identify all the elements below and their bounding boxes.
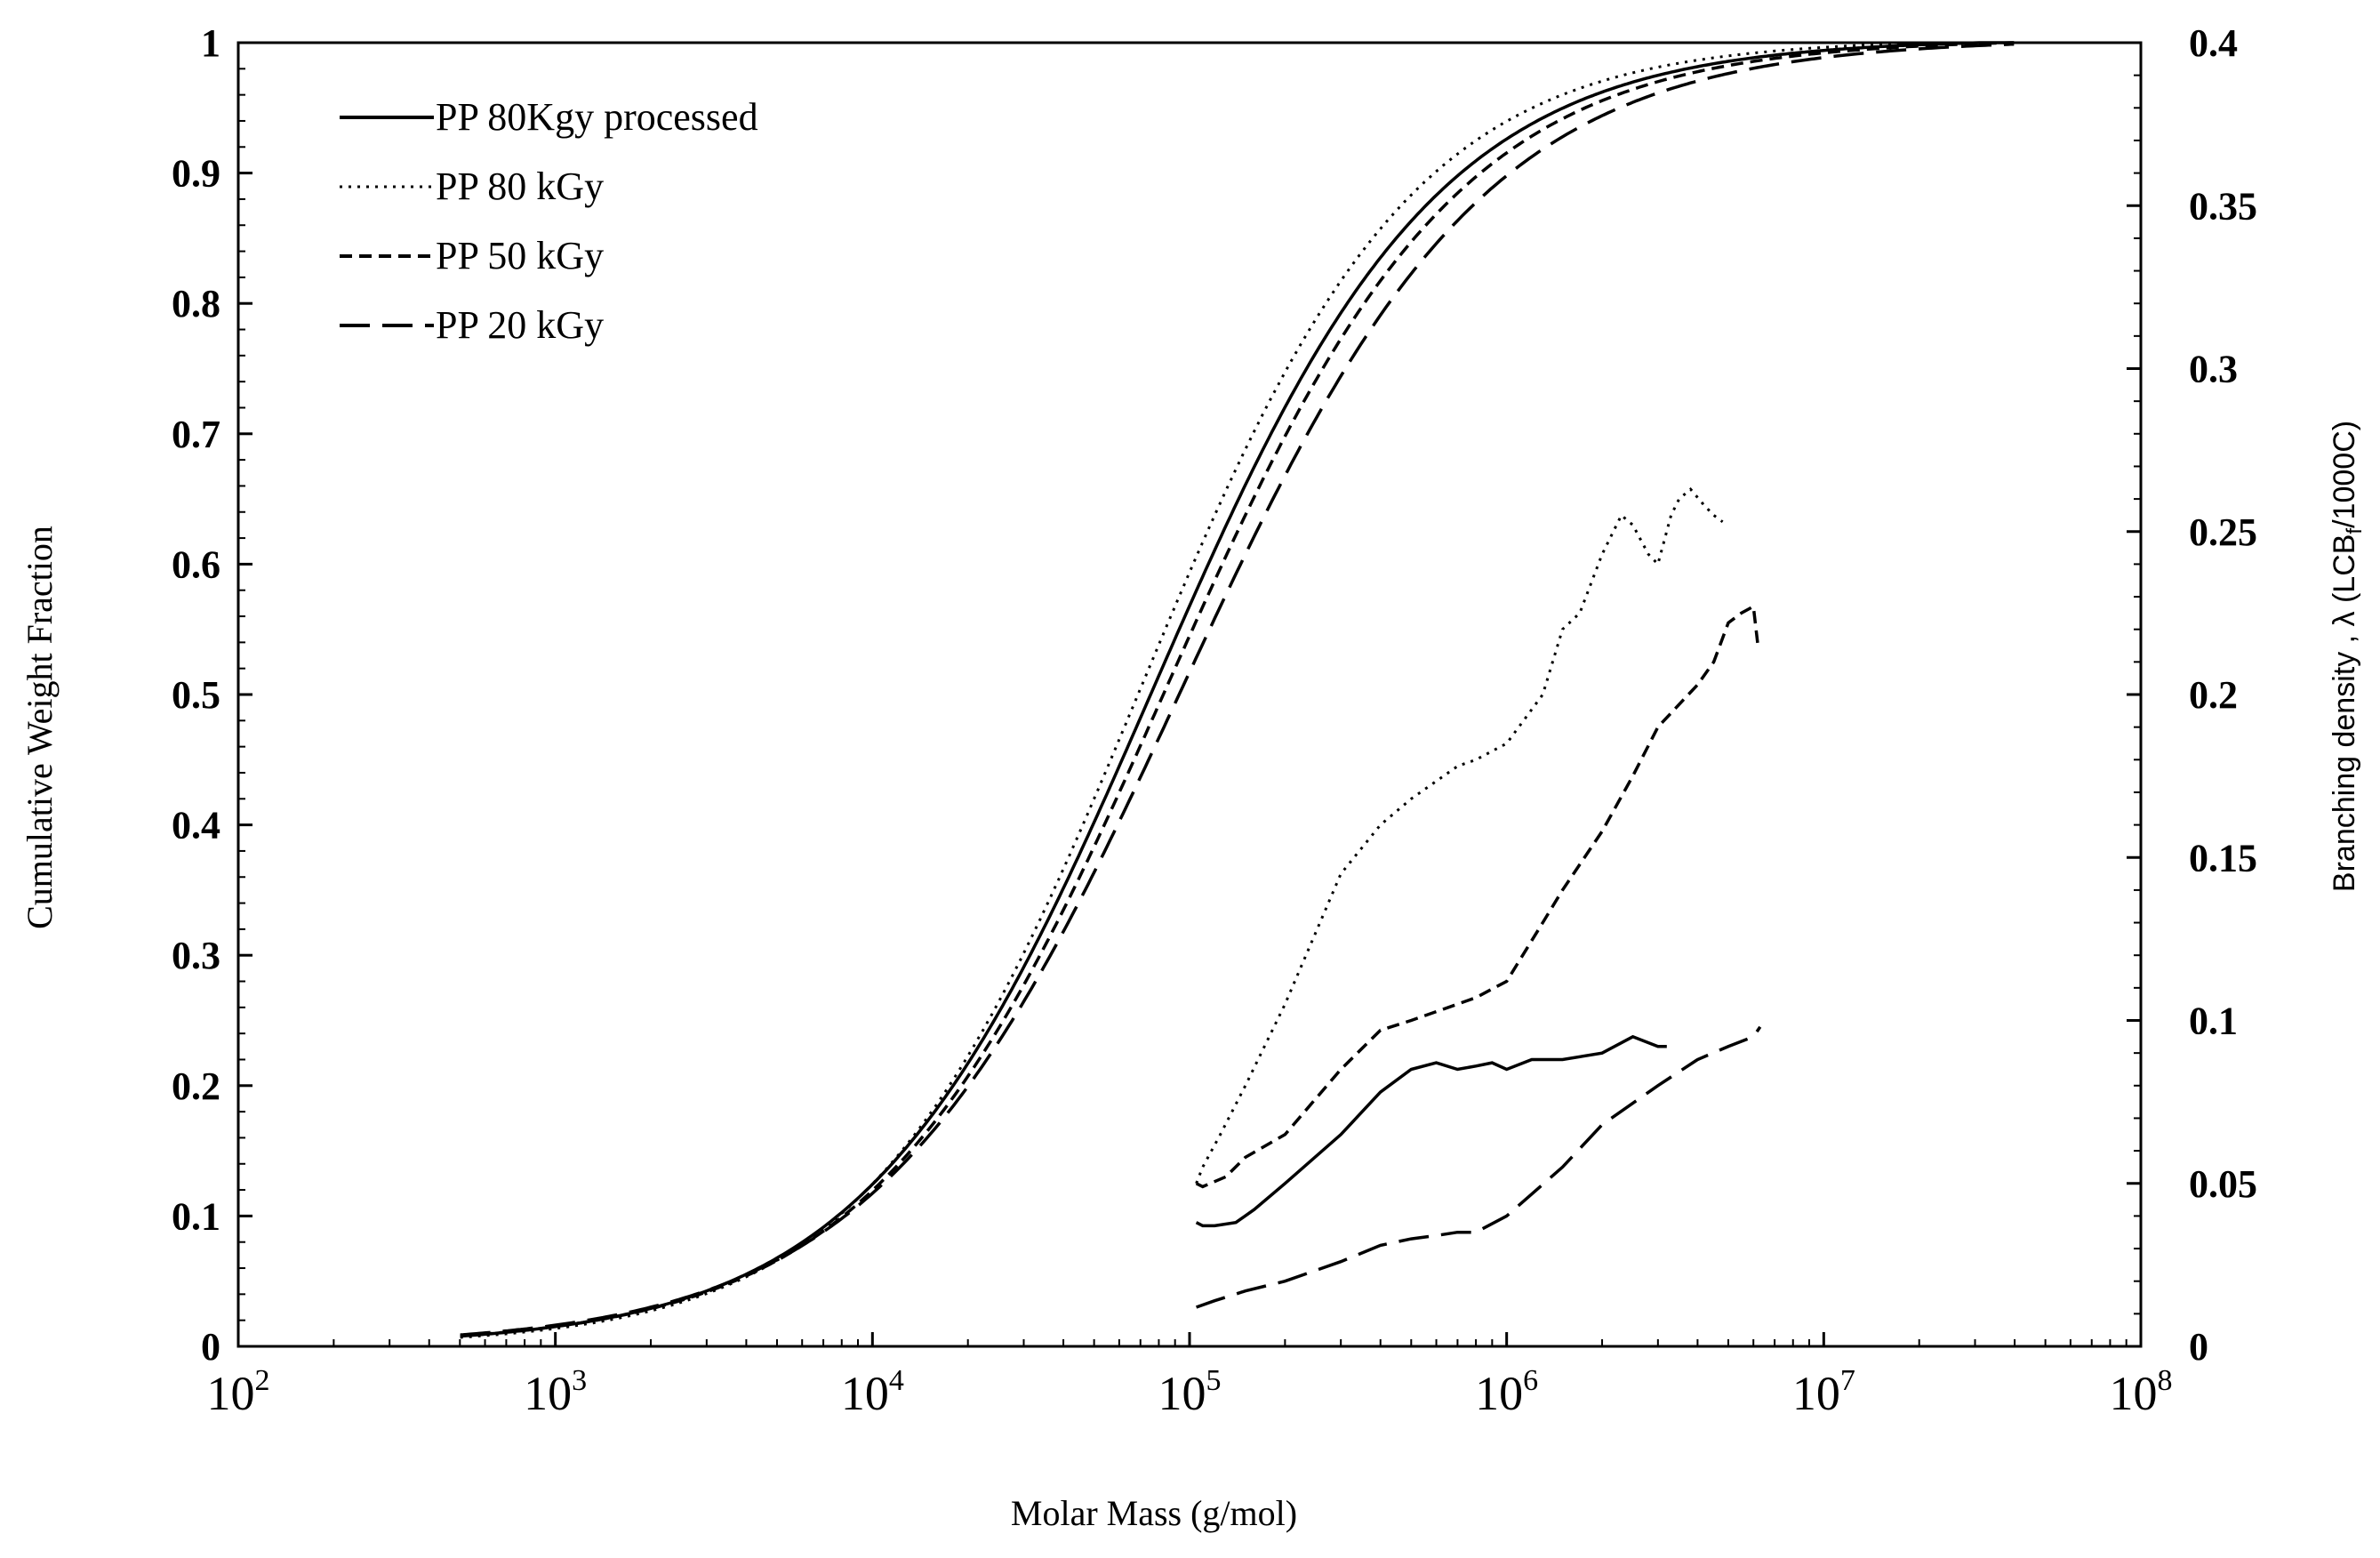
- x-tick-exponent: 6: [1523, 1364, 1538, 1397]
- y-tick-label: 1: [201, 21, 220, 65]
- cumulative-line-pp-80kgy-processed: [460, 41, 2015, 1338]
- y-tick-label: 0.7: [172, 413, 220, 456]
- y2-axis-title-subscript: f: [2343, 528, 2367, 534]
- x-tick-label: 103: [524, 1364, 587, 1420]
- y2-tick-label: 0.3: [2189, 348, 2238, 391]
- x-tick-exponent: 4: [889, 1364, 904, 1397]
- y-axis-title: Cumulative Weight Fraction: [20, 526, 60, 929]
- y2-tick-label: 0.4: [2189, 21, 2238, 65]
- y2-tick-label: 0.2: [2189, 673, 2238, 717]
- x-tick-label: 104: [841, 1364, 904, 1420]
- x-tick-label: 108: [2110, 1364, 2173, 1420]
- y-tick-label: 0.9: [172, 152, 220, 196]
- y2-tick-label: 0.25: [2189, 510, 2257, 554]
- x-tick-exponent: 8: [2158, 1364, 2173, 1397]
- x-tick-label: 106: [1475, 1364, 1538, 1420]
- axes-layer: 102 103 104 105 106 107 10800.10.20.30.40.50.6…: [172, 21, 2257, 1420]
- cumulative-line-pp-80-kgy: [460, 41, 2015, 1339]
- x-tick-base: 10: [841, 1367, 889, 1420]
- y2-tick-label: 0.05: [2189, 1162, 2257, 1206]
- y2-axis-title-tail: /1000C): [2328, 421, 2361, 528]
- branching-line-pp-20-kgy: [1196, 1025, 1762, 1309]
- legend-label-pp-80kgy-processed: PP 80Kgy processed: [436, 95, 758, 139]
- y2-tick-label: 0.15: [2189, 836, 2257, 879]
- cumulative-line-pp-20-kgy: [460, 42, 2015, 1337]
- x-axis-title: Molar Mass (g/mol): [1011, 1493, 1297, 1533]
- x-tick-base: 10: [207, 1367, 255, 1420]
- x-tick-label: 105: [1158, 1364, 1222, 1420]
- y-tick-label: 0.3: [172, 934, 220, 977]
- y-tick-label: 0.2: [172, 1064, 220, 1108]
- branching-line-pp-50-kgy: [1195, 604, 1760, 1189]
- x-tick-exponent: 3: [572, 1364, 587, 1397]
- y-tick-label: 0: [201, 1325, 220, 1369]
- plot-layer: [460, 41, 2015, 1339]
- y-tick-label: 0.6: [172, 542, 220, 586]
- legend-label-pp-50-kgy: PP 50 kGy: [436, 234, 604, 277]
- y-tick-label: 0.1: [172, 1194, 220, 1238]
- x-tick-base: 10: [524, 1367, 572, 1420]
- x-tick-base: 10: [1792, 1367, 1840, 1420]
- x-tick-base: 10: [1158, 1367, 1206, 1420]
- branching-line-pp-80kgy-processed: [1195, 1034, 1667, 1228]
- y2-tick-label: 0.1: [2189, 1000, 2238, 1043]
- y2-tick-label: 0: [2189, 1325, 2208, 1369]
- legend: PP 80Kgy processed PP 80 kGy PP 50 kGy PP 2…: [340, 95, 758, 347]
- y-tick-label: 0.5: [172, 673, 220, 717]
- legend-label-pp-80-kgy: PP 80 kGy: [436, 165, 604, 208]
- y2-axis-title-main: Branching density , λ (LCB: [2328, 534, 2361, 893]
- y2-axis-title: Branching density , λ (LCBf/1000C): [2328, 421, 2367, 892]
- cumulative-line-pp-50-kgy: [460, 41, 2015, 1338]
- x-tick-exponent: 5: [1206, 1364, 1222, 1397]
- legend-label-pp-20-kgy: PP 20 kGy: [436, 303, 604, 347]
- x-tick-label: 102: [207, 1364, 270, 1420]
- branching-line-pp-80-kgy: [1195, 486, 1724, 1185]
- x-tick-base: 10: [2110, 1367, 2158, 1420]
- x-tick-exponent: 2: [255, 1364, 270, 1397]
- y-tick-label: 0.4: [172, 804, 220, 847]
- y2-tick-label: 0.35: [2189, 184, 2257, 228]
- x-tick-base: 10: [1475, 1367, 1523, 1420]
- x-tick-label: 107: [1792, 1364, 1855, 1420]
- y-tick-label: 0.8: [172, 282, 220, 325]
- x-tick-exponent: 7: [1840, 1364, 1855, 1397]
